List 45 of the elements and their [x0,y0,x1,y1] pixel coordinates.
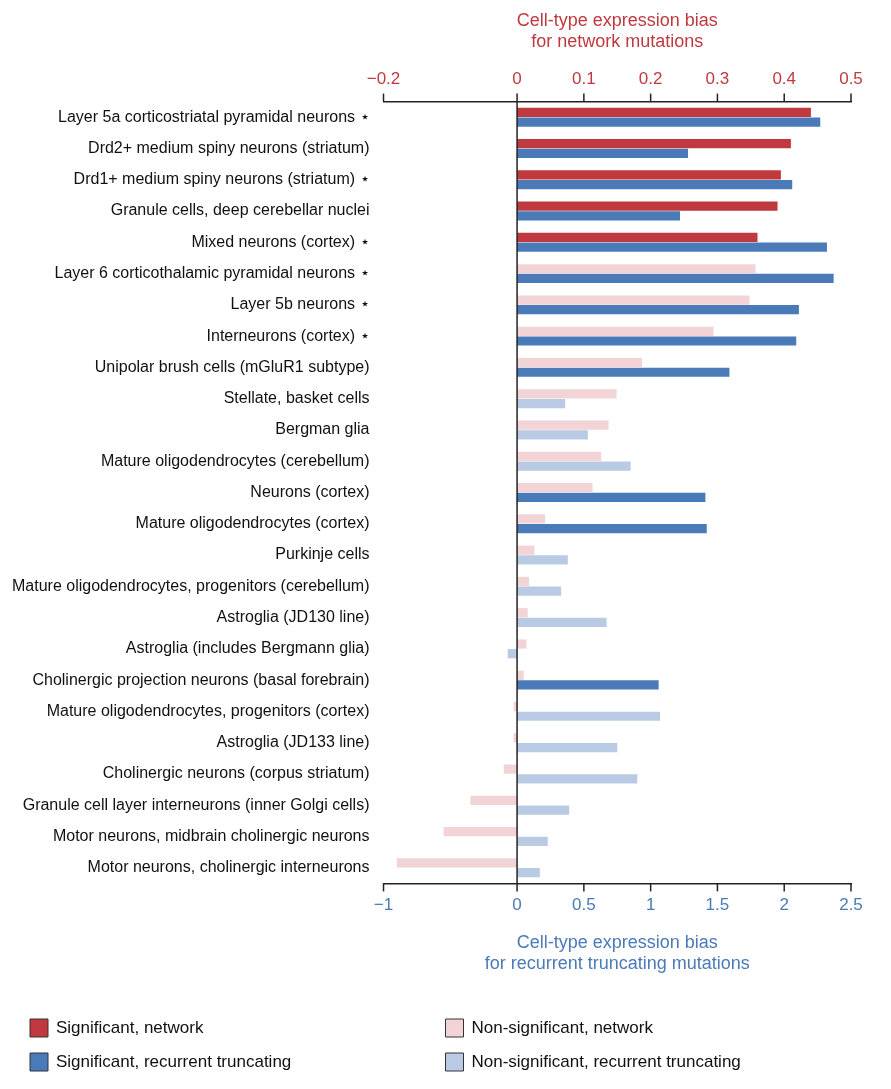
y-tick-label: Cholinergic neurons (corpus striatum) [102,764,370,782]
x2-tick-label: 0 [512,69,522,89]
y-tick-label: Mature oligodendrocytes, progenitors (cortex) [46,701,370,719]
y-tick-label: Cholinergic projection neurons (basal forebrain) [32,670,370,688]
y-tick-label: Astroglia (JD133 line) [216,733,370,751]
legend-label: Significant, network [56,1017,204,1037]
y-tick-label: Motor neurons, midbrain cholinergic neurons [52,826,370,844]
x2-axis-title: Cell-type expression bias for network mutations [516,9,718,52]
y-tick-label: Mixed neurons (cortex) ⋆ [191,232,370,250]
legend-label: Non-significant, recurrent truncating [471,1051,741,1071]
y-tick-label: Drd2+ medium spiny neurons (striatum) [88,138,370,156]
y-tick-label: Layer 5b neurons ⋆ [230,295,370,313]
y-tick-label: Drd1+ medium spiny neurons (striatum) ⋆ [73,170,370,188]
x2-tick-label: −0.2 [366,69,401,89]
x-axis-title: Cell-type expression bias for recurrent truncating mutations [484,931,750,974]
y-tick-label: Layer 5a corticostriatal pyramidal neurons ⋆ [58,107,370,125]
y-tick-label: Astroglia (includes Bergmann glia) [125,639,370,657]
y-tick-label: Mature oligodendrocytes (cortex) [135,514,370,532]
y-tick-label: Granule cells, deep cerebellar nuclei [110,201,370,219]
x-tick-label: −1 [373,895,394,915]
y-tick-label: Purkinje cells [275,545,370,563]
y-tick-label: Layer 6 corticothalamic pyramidal neurons ⋆ [54,264,370,281]
y-tick-label: Neurons (cortex) [250,482,370,500]
x-tick-label: 0 [512,895,522,915]
x2-tick-label: 0.5 [839,69,863,89]
y-tick-label: Granule cell layer interneurons (inner Golgi cells) [22,795,370,813]
y-tick-label: Stellate, basket cells [223,389,370,407]
x2-tick-label: 0.4 [772,69,797,89]
x2-tick-label: 0.3 [705,69,730,89]
x-tick-label: 2 [779,895,789,915]
legend-label: Non-significant, network [471,1017,654,1037]
y-tick-label: Mature oligodendrocytes (cerebellum) [100,451,370,469]
y-tick-label: Unipolar brush cells (mGluR1 subtype) [94,357,370,375]
y-tick-label: Motor neurons, cholinergic interneurons [87,858,370,876]
y-tick-label: Interneurons (cortex) ⋆ [206,326,370,344]
x-tick-label: 0.5 [572,895,596,915]
y-tick-label: Astroglia (JD130 line) [216,607,370,625]
x-tick-label: 1.5 [705,895,730,915]
legend-label: Significant, recurrent truncating [56,1051,292,1071]
x-tick-label: 2.5 [839,895,863,915]
x-tick-label: 1 [645,895,656,915]
x2-tick-label: 0.2 [638,69,663,89]
x2-tick-label: 0.1 [572,69,596,89]
y-tick-label: Bergman glia [275,420,370,438]
y-tick-label: Mature oligodendrocytes, progenitors (cerebellum) [11,576,370,594]
